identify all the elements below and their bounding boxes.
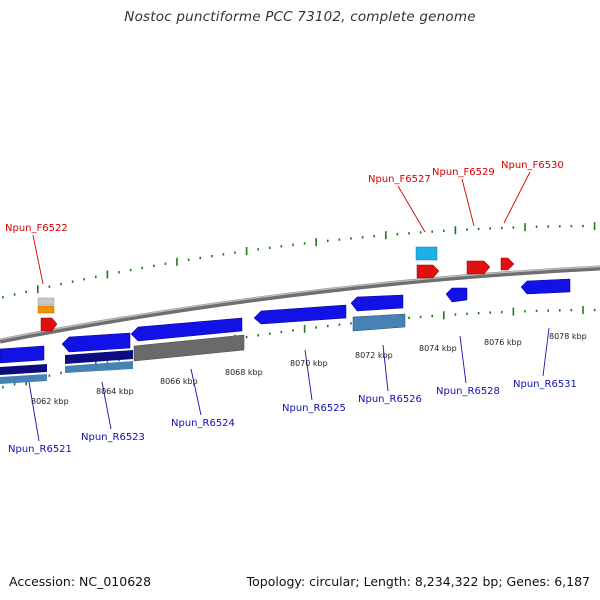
gene-arrow-blue [130,317,243,342]
gene-arrow-steelblue [0,374,47,384]
ruler-label: 8062 kbp [31,397,69,406]
leader-line [397,185,426,233]
forward-tick-row [2,222,596,299]
ruler-labels: 8062 kbp 8064 kbp 8066 kbp 8068 kbp 8070 kbp… [31,332,587,406]
leader-line [28,381,40,442]
reverse-gene-label[interactable]: Npun_R6523 [81,432,145,443]
ruler-label: 8066 kbp [160,377,198,386]
gene-arrow-grey [133,334,245,362]
gene-arrow-red [416,264,440,279]
reverse-gene-label[interactable]: Npun_R6528 [436,386,500,397]
reverse-gene-label[interactable]: Npun_R6525 [282,403,346,414]
gene-arrow-red [500,257,515,271]
leader-line [503,171,531,224]
gene-arrow-steelblue [65,361,133,373]
gene-arrow-blue [61,332,131,353]
leader-line [304,349,313,401]
reverse-gene-label[interactable]: Npun_R6526 [358,394,422,405]
ruler-label: 8072 kbp [355,351,393,360]
gene-arrow-darkblue [0,364,47,375]
gene-arrow-red [466,260,491,275]
ruler-label: 8074 kbp [419,344,457,353]
gene-arrow-darkblue [65,350,133,364]
gene-block-grey [37,297,55,306]
gene-block-cyan [415,246,438,261]
genome-summary-text: Topology: circular; Length: 8,234,322 bp… [246,574,590,589]
accession-text: Accession: NC_010628 [9,574,152,589]
leader-line [32,234,44,285]
leader-line [542,327,550,377]
reverse-gene-label[interactable]: Npun_R6521 [8,444,72,455]
gene-arrow-blue [520,278,571,295]
reverse-gene-label[interactable]: Npun_R6524 [171,418,235,429]
reverse-features[interactable] [0,278,571,384]
ruler-label: 8068 kbp [225,368,263,377]
gene-arrow-blue [445,287,468,303]
map-title: Nostoc punctiforme PCC 73102, complete g… [124,9,476,25]
leader-line [190,368,202,416]
reverse-gene-label[interactable]: Npun_R6531 [513,379,577,390]
label-leader-lines [28,171,550,442]
gene-arrow-blue [253,304,347,325]
gene-arrow-steelblue [352,313,406,332]
forward-features[interactable] [37,246,515,332]
gene-arrow-red [40,317,58,332]
gene-block-orange [37,305,55,314]
forward-gene-label[interactable]: Npun_F6527 [368,174,431,185]
leader-line [382,344,389,392]
forward-gene-label[interactable]: Npun_F6530 [501,160,564,171]
gene-arrow-blue [350,294,404,312]
leader-line [461,178,475,227]
ruler-label: 8076 kbp [484,338,522,347]
ruler-label: 8078 kbp [549,332,587,341]
ruler-label: 8064 kbp [96,387,134,396]
gene-arrow-blue [0,345,45,364]
backbone [0,265,600,344]
forward-gene-label[interactable]: Npun_F6529 [432,167,495,178]
leader-line [459,335,467,384]
forward-gene-label[interactable]: Npun_F6522 [5,223,68,234]
ruler-label: 8070 kbp [290,359,328,368]
leader-line [101,381,112,430]
